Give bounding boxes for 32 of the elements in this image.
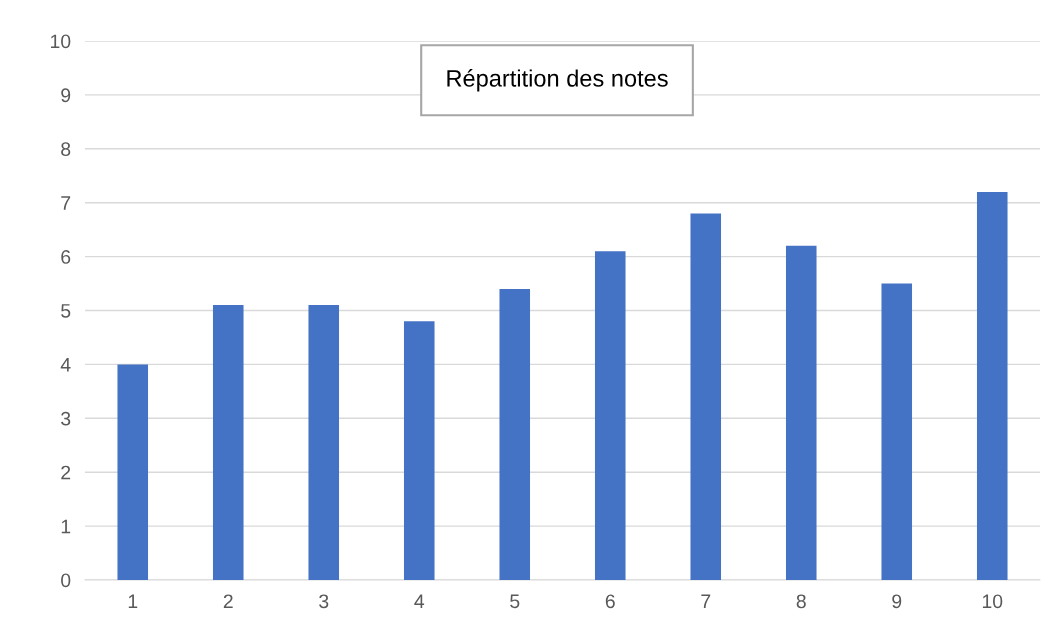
y-tick-label: 9: [61, 88, 71, 103]
bar: [785, 245, 817, 580]
y-tick-label: 2: [61, 465, 71, 480]
y-tick-label: 10: [50, 34, 71, 49]
y-tick-label: 1: [61, 519, 71, 534]
x-tick-label: 8: [796, 594, 806, 609]
x-tick-label: 6: [605, 594, 615, 609]
y-tick-label: 6: [61, 250, 71, 264]
x-tick-label: 3: [319, 594, 329, 609]
bar: [881, 283, 913, 580]
y-tick-label: 0: [61, 573, 71, 588]
bar: [212, 305, 244, 580]
y-tick-label: 5: [61, 304, 71, 318]
x-tick-label: 10: [982, 594, 1003, 609]
bar: [976, 191, 1008, 580]
x-tick-label: 7: [701, 594, 711, 608]
x-tick-label: 2: [223, 594, 233, 608]
bar: [403, 321, 435, 580]
bar: [117, 364, 149, 580]
y-tick-label: 3: [61, 411, 71, 426]
bar: [499, 288, 531, 580]
bar: [594, 251, 626, 580]
bar: [690, 213, 722, 580]
x-tick-label: 4: [414, 594, 425, 608]
y-tick-label: 4: [60, 358, 71, 372]
x-tick-label: 5: [510, 594, 520, 609]
x-tick-label: 9: [892, 594, 902, 609]
y-tick-label: 7: [61, 196, 71, 210]
text: Répartition des notes: [447, 69, 668, 92]
x-tick-label: 1: [128, 594, 138, 608]
bar: [308, 305, 340, 580]
y-tick-label: 8: [61, 142, 71, 157]
